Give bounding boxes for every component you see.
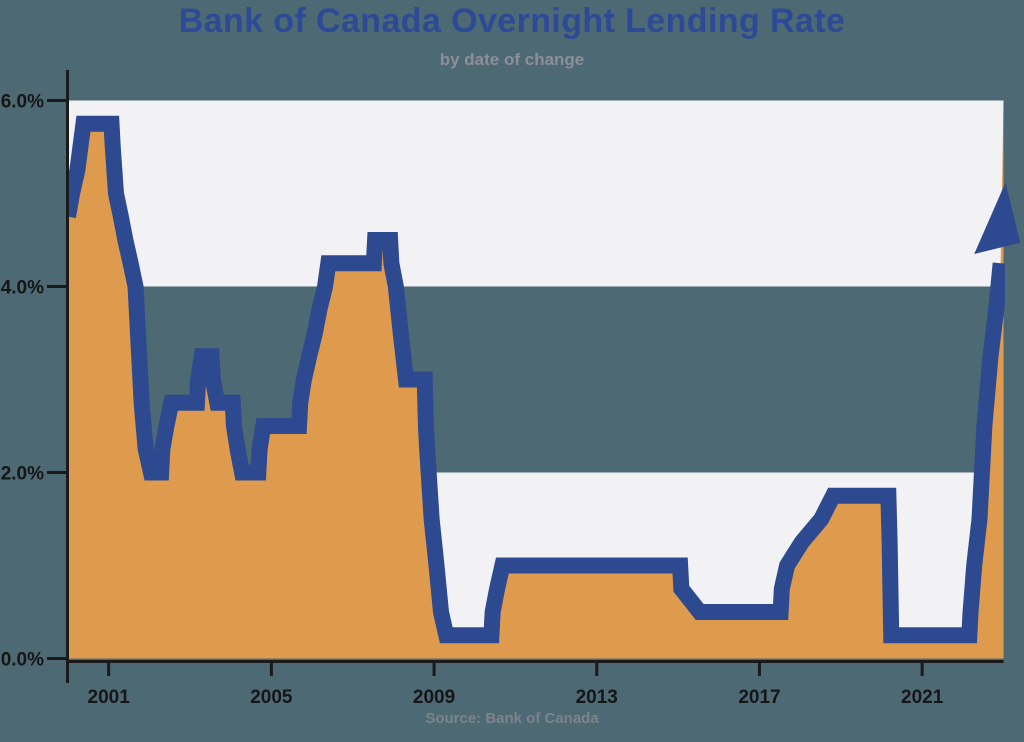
area-fill [68, 100, 1004, 659]
rate-line [66, 115, 1005, 644]
chart-subtitle: by date of change [439, 50, 585, 69]
x-tick-label: 2005 [250, 687, 293, 708]
x-tick-label: 2013 [576, 687, 618, 708]
x-tick-label: 2001 [88, 687, 131, 708]
y-tick-label: 2.0% [1, 464, 44, 485]
x-tick-label: 2009 [413, 687, 455, 708]
chart-title: Bank of Canada Overnight Lending Rate [178, 2, 846, 40]
source-note: Source: Bank of Canada [425, 710, 599, 727]
y-tick-label: 6.0% [1, 92, 44, 113]
background-band [68, 100, 1004, 287]
x-tick-label: 2021 [901, 687, 944, 708]
up-arrow-icon [974, 182, 1021, 254]
x-tick-label: 2017 [738, 687, 780, 708]
y-tick-label: 0.0% [1, 650, 44, 671]
y-tick-label: 4.0% [1, 278, 44, 299]
